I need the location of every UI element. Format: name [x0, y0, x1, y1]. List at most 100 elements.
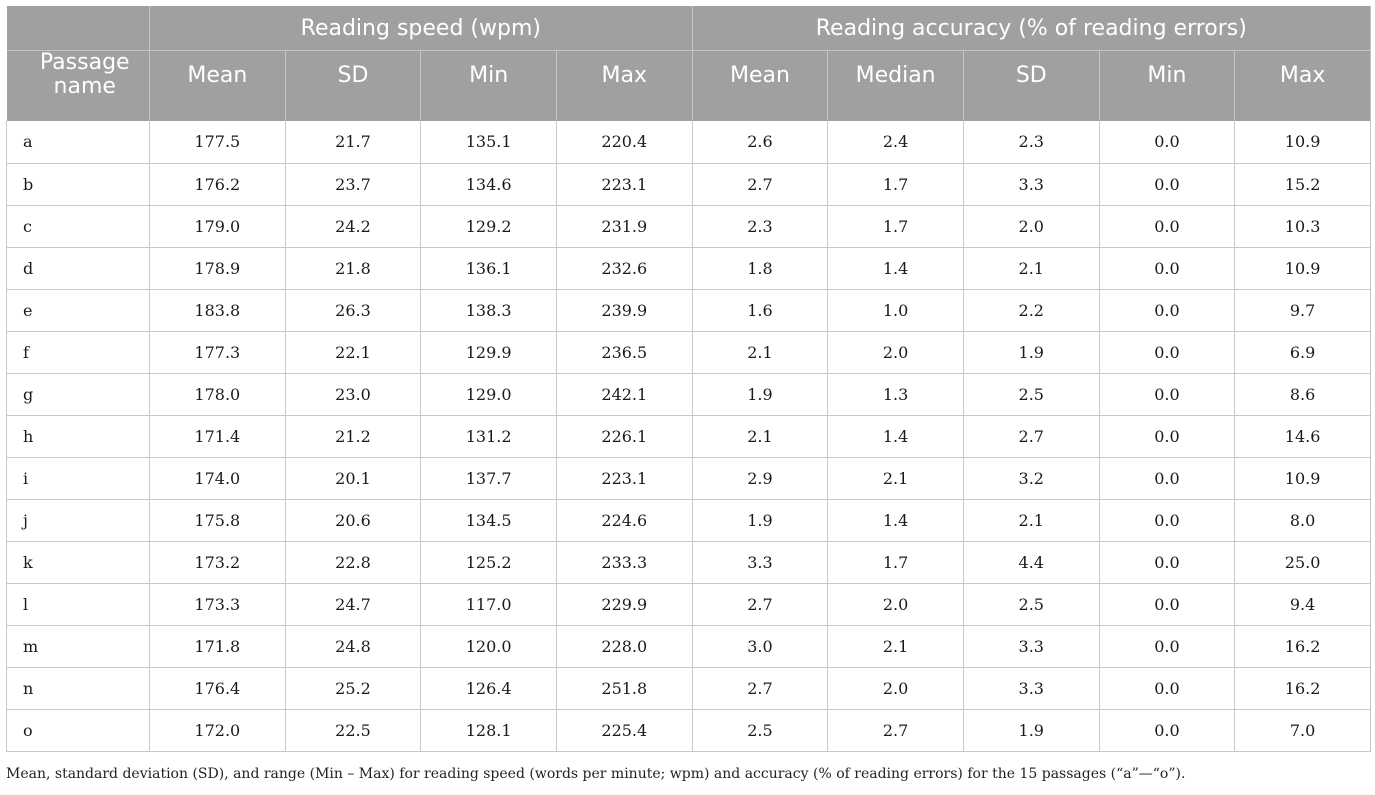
cell-accuracy-median: 1.7	[827, 162, 964, 206]
cell-accuracy-sd: 1.9	[962, 330, 1100, 374]
cell-speed-min: 138.3	[420, 288, 557, 332]
cell-accuracy-median: 1.7	[827, 204, 964, 248]
cell-accuracy-min: 0.0	[1098, 666, 1236, 710]
cell-accuracy-sd: 2.3	[962, 121, 1100, 164]
cell-accuracy-max: 10.3	[1234, 204, 1371, 248]
cell-speed-mean: 175.8	[149, 498, 286, 542]
cell-accuracy-max: 16.2	[1234, 666, 1371, 710]
cell-accuracy-median: 1.4	[827, 498, 964, 542]
passage-name-cell: n	[6, 666, 150, 710]
cell-accuracy-mean: 2.6	[691, 121, 829, 164]
cell-accuracy-median: 2.4	[827, 121, 964, 164]
cell-accuracy-median: 2.7	[827, 708, 964, 752]
table-body: a 177.5 21.7 135.1 220.4 2.6 2.4 2.3 0.0 10.9 b 176…	[6, 121, 1371, 752]
cell-accuracy-mean: 3.3	[691, 540, 829, 584]
cell-accuracy-min: 0.0	[1098, 372, 1236, 416]
cell-speed-min: 137.7	[420, 456, 557, 500]
cell-speed-mean: 178.9	[149, 246, 286, 290]
reading-stats-table: Reading speed (wpm) Reading accuracy (% …	[6, 6, 1371, 752]
cell-accuracy-min: 0.0	[1098, 708, 1236, 752]
cell-speed-max: 233.3	[555, 540, 693, 584]
cell-accuracy-median: 2.0	[827, 330, 964, 374]
cell-speed-min: 117.0	[420, 582, 557, 626]
column-header-speed-mean: Mean	[149, 50, 286, 121]
cell-speed-sd: 24.2	[284, 204, 422, 248]
cell-speed-mean: 171.8	[149, 624, 286, 668]
passage-name-cell: b	[6, 162, 150, 206]
cell-accuracy-sd: 2.5	[962, 372, 1100, 416]
cell-speed-sd: 23.7	[284, 162, 422, 206]
cell-speed-sd: 21.2	[284, 414, 422, 458]
cell-speed-sd: 20.1	[284, 456, 422, 500]
table-row: e 183.8 26.3 138.3 239.9 1.6 1.0 2.2 0.0 9.7	[6, 288, 1371, 332]
cell-speed-max: 223.1	[555, 456, 693, 500]
cell-speed-max: 220.4	[555, 121, 693, 164]
cell-speed-mean: 176.4	[149, 666, 286, 710]
cell-accuracy-median: 2.0	[827, 666, 964, 710]
table-row: o 172.0 22.5 128.1 225.4 2.5 2.7 1.9 0.0 7.0	[6, 708, 1371, 752]
table-row: h 171.4 21.2 131.2 226.1 2.1 1.4 2.7 0.0 14.6	[6, 414, 1371, 458]
cell-speed-max: 223.1	[555, 162, 693, 206]
cell-speed-max: 236.5	[555, 330, 693, 374]
cell-speed-max: 251.8	[555, 666, 693, 710]
cell-accuracy-sd: 3.3	[962, 624, 1100, 668]
table-row: l 173.3 24.7 117.0 229.9 2.7 2.0 2.5 0.0 9.4	[6, 582, 1371, 626]
cell-speed-min: 135.1	[420, 121, 557, 164]
table-row: n 176.4 25.2 126.4 251.8 2.7 2.0 3.3 0.0 16.2	[6, 666, 1371, 710]
cell-speed-sd: 24.7	[284, 582, 422, 626]
table-footnote: Mean, standard deviation (SD), and range…	[6, 766, 1186, 782]
table-row: m 171.8 24.8 120.0 228.0 3.0 2.1 3.3 0.0 16.2	[6, 624, 1371, 668]
cell-speed-min: 134.6	[420, 162, 557, 206]
cell-accuracy-max: 8.0	[1234, 498, 1371, 542]
cell-accuracy-min: 0.0	[1098, 624, 1236, 668]
cell-accuracy-sd: 2.2	[962, 288, 1100, 332]
cell-accuracy-max: 6.9	[1234, 330, 1371, 374]
cell-speed-mean: 171.4	[149, 414, 286, 458]
column-header-accuracy-sd: SD	[962, 50, 1100, 121]
cell-speed-sd: 25.2	[284, 666, 422, 710]
cell-accuracy-sd: 3.3	[962, 162, 1100, 206]
passage-name-cell: f	[6, 330, 150, 374]
passage-name-cell: k	[6, 540, 150, 584]
cell-speed-mean: 174.0	[149, 456, 286, 500]
cell-speed-mean: 176.2	[149, 162, 286, 206]
cell-accuracy-median: 1.3	[827, 372, 964, 416]
cell-accuracy-mean: 2.1	[691, 330, 829, 374]
passage-name-cell: o	[6, 708, 150, 752]
cell-accuracy-max: 8.6	[1234, 372, 1371, 416]
header-corner	[6, 6, 150, 51]
cell-accuracy-mean: 2.7	[691, 666, 829, 710]
header-group-row: Reading speed (wpm) Reading accuracy (% …	[6, 6, 1371, 51]
cell-accuracy-sd: 2.7	[962, 414, 1100, 458]
table-row: g 178.0 23.0 129.0 242.1 1.9 1.3 2.5 0.0 8.6	[6, 372, 1371, 416]
cell-speed-sd: 23.0	[284, 372, 422, 416]
cell-accuracy-mean: 2.5	[691, 708, 829, 752]
cell-speed-mean: 178.0	[149, 372, 286, 416]
column-header-accuracy-median: Median	[827, 50, 964, 121]
cell-speed-max: 242.1	[555, 372, 693, 416]
cell-accuracy-max: 9.7	[1234, 288, 1371, 332]
cell-accuracy-min: 0.0	[1098, 246, 1236, 290]
cell-speed-sd: 26.3	[284, 288, 422, 332]
cell-speed-min: 129.2	[420, 204, 557, 248]
cell-accuracy-max: 7.0	[1234, 708, 1371, 752]
cell-accuracy-mean: 2.9	[691, 456, 829, 500]
cell-accuracy-min: 0.0	[1098, 204, 1236, 248]
table-row: f 177.3 22.1 129.9 236.5 2.1 2.0 1.9 0.0 6.9	[6, 330, 1371, 374]
cell-accuracy-mean: 2.1	[691, 414, 829, 458]
column-header-accuracy-max: Max	[1234, 50, 1371, 121]
column-header-accuracy-min: Min	[1098, 50, 1236, 121]
cell-accuracy-sd: 1.9	[962, 708, 1100, 752]
table-row: k 173.2 22.8 125.2 233.3 3.3 1.7 4.4 0.0 25.0	[6, 540, 1371, 584]
cell-speed-min: 125.2	[420, 540, 557, 584]
header-column-row: Passage name Mean SD Min Max Mean Median…	[6, 50, 1371, 121]
column-header-passage-name: Passage name	[6, 50, 150, 121]
cell-accuracy-median: 2.1	[827, 624, 964, 668]
passage-name-cell: h	[6, 414, 150, 458]
cell-speed-min: 129.0	[420, 372, 557, 416]
passage-name-cell: a	[6, 121, 150, 164]
passage-name-cell: d	[6, 246, 150, 290]
cell-accuracy-max: 10.9	[1234, 246, 1371, 290]
cell-speed-sd: 24.8	[284, 624, 422, 668]
cell-accuracy-mean: 1.8	[691, 246, 829, 290]
